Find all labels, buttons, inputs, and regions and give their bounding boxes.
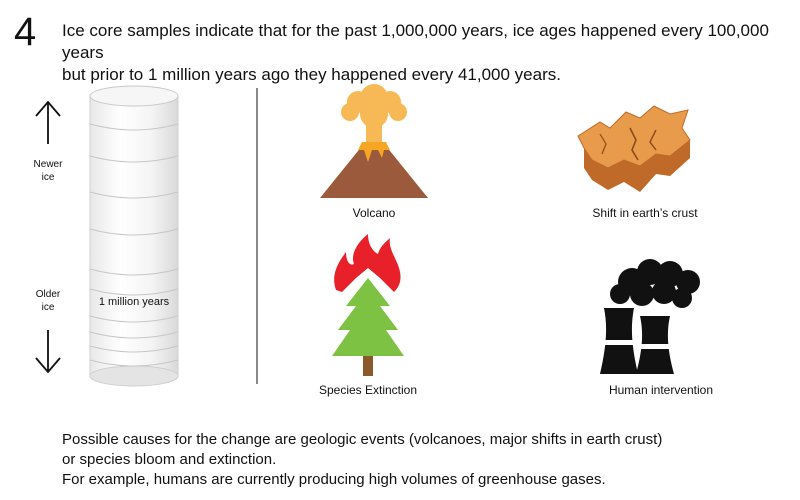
footer-text: Possible causes for the change are geolo… [62, 430, 792, 490]
footer-line-3: For example, humans are currently produc… [62, 471, 606, 488]
older-ice-label: Older ice [35, 289, 61, 313]
extinction-caption: Species Extinction [318, 383, 418, 397]
up-arrow-icon [35, 100, 61, 144]
down-arrow-icon [35, 330, 61, 374]
footer-line-2: or species bloom and extinction. [62, 451, 277, 468]
age-arrows [35, 100, 61, 374]
header-line-1: Ice core samples indicate that for the p… [62, 21, 769, 62]
volcano-icon [320, 84, 428, 198]
crust-caption: Shift in earth’s crust [592, 206, 698, 220]
power-plant-icon [600, 259, 700, 374]
header-text: Ice core samples indicate that for the p… [62, 20, 797, 86]
one-million-years-label: 1 million years [98, 296, 170, 308]
volcano-caption: Volcano [352, 206, 396, 220]
newer-ice-label: Newer ice [33, 159, 63, 183]
burning-tree-icon [332, 234, 404, 376]
header-line-2: but prior to 1 million years ago they ha… [62, 65, 561, 84]
footer-line-1: Possible causes for the change are geolo… [62, 431, 663, 448]
ice-core-cylinder [89, 85, 179, 387]
human-caption: Human intervention [608, 383, 714, 397]
earth-crust-shift-icon [577, 105, 691, 192]
divider [256, 88, 258, 384]
step-number: 4 [14, 10, 37, 54]
